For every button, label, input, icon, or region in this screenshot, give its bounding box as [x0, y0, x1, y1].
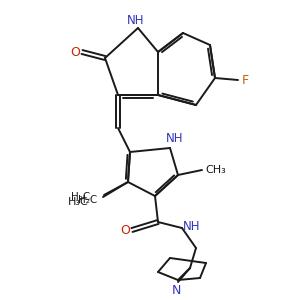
Text: N: N — [171, 284, 181, 296]
Text: H₃C: H₃C — [68, 197, 88, 207]
Text: F: F — [242, 74, 249, 86]
Text: NH: NH — [127, 14, 145, 26]
Text: NH: NH — [166, 131, 184, 145]
Text: H₂C: H₂C — [78, 195, 98, 205]
Text: CH₃: CH₃ — [206, 165, 226, 175]
Text: O: O — [120, 224, 130, 236]
Text: O: O — [70, 46, 80, 59]
Text: NH: NH — [183, 220, 201, 232]
Text: H₂C: H₂C — [71, 192, 90, 202]
